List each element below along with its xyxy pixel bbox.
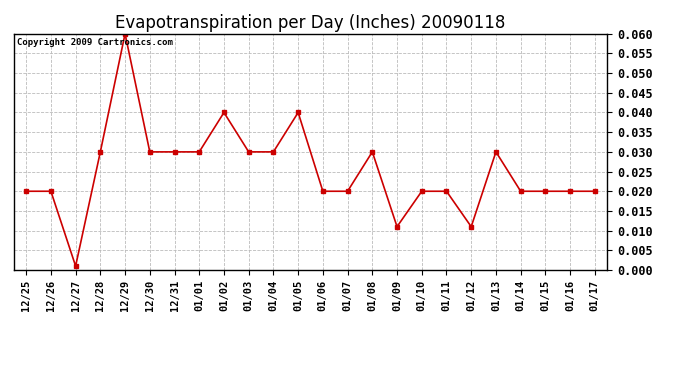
Text: Copyright 2009 Cartronics.com: Copyright 2009 Cartronics.com xyxy=(17,39,172,48)
Title: Evapotranspiration per Day (Inches) 20090118: Evapotranspiration per Day (Inches) 2009… xyxy=(115,14,506,32)
